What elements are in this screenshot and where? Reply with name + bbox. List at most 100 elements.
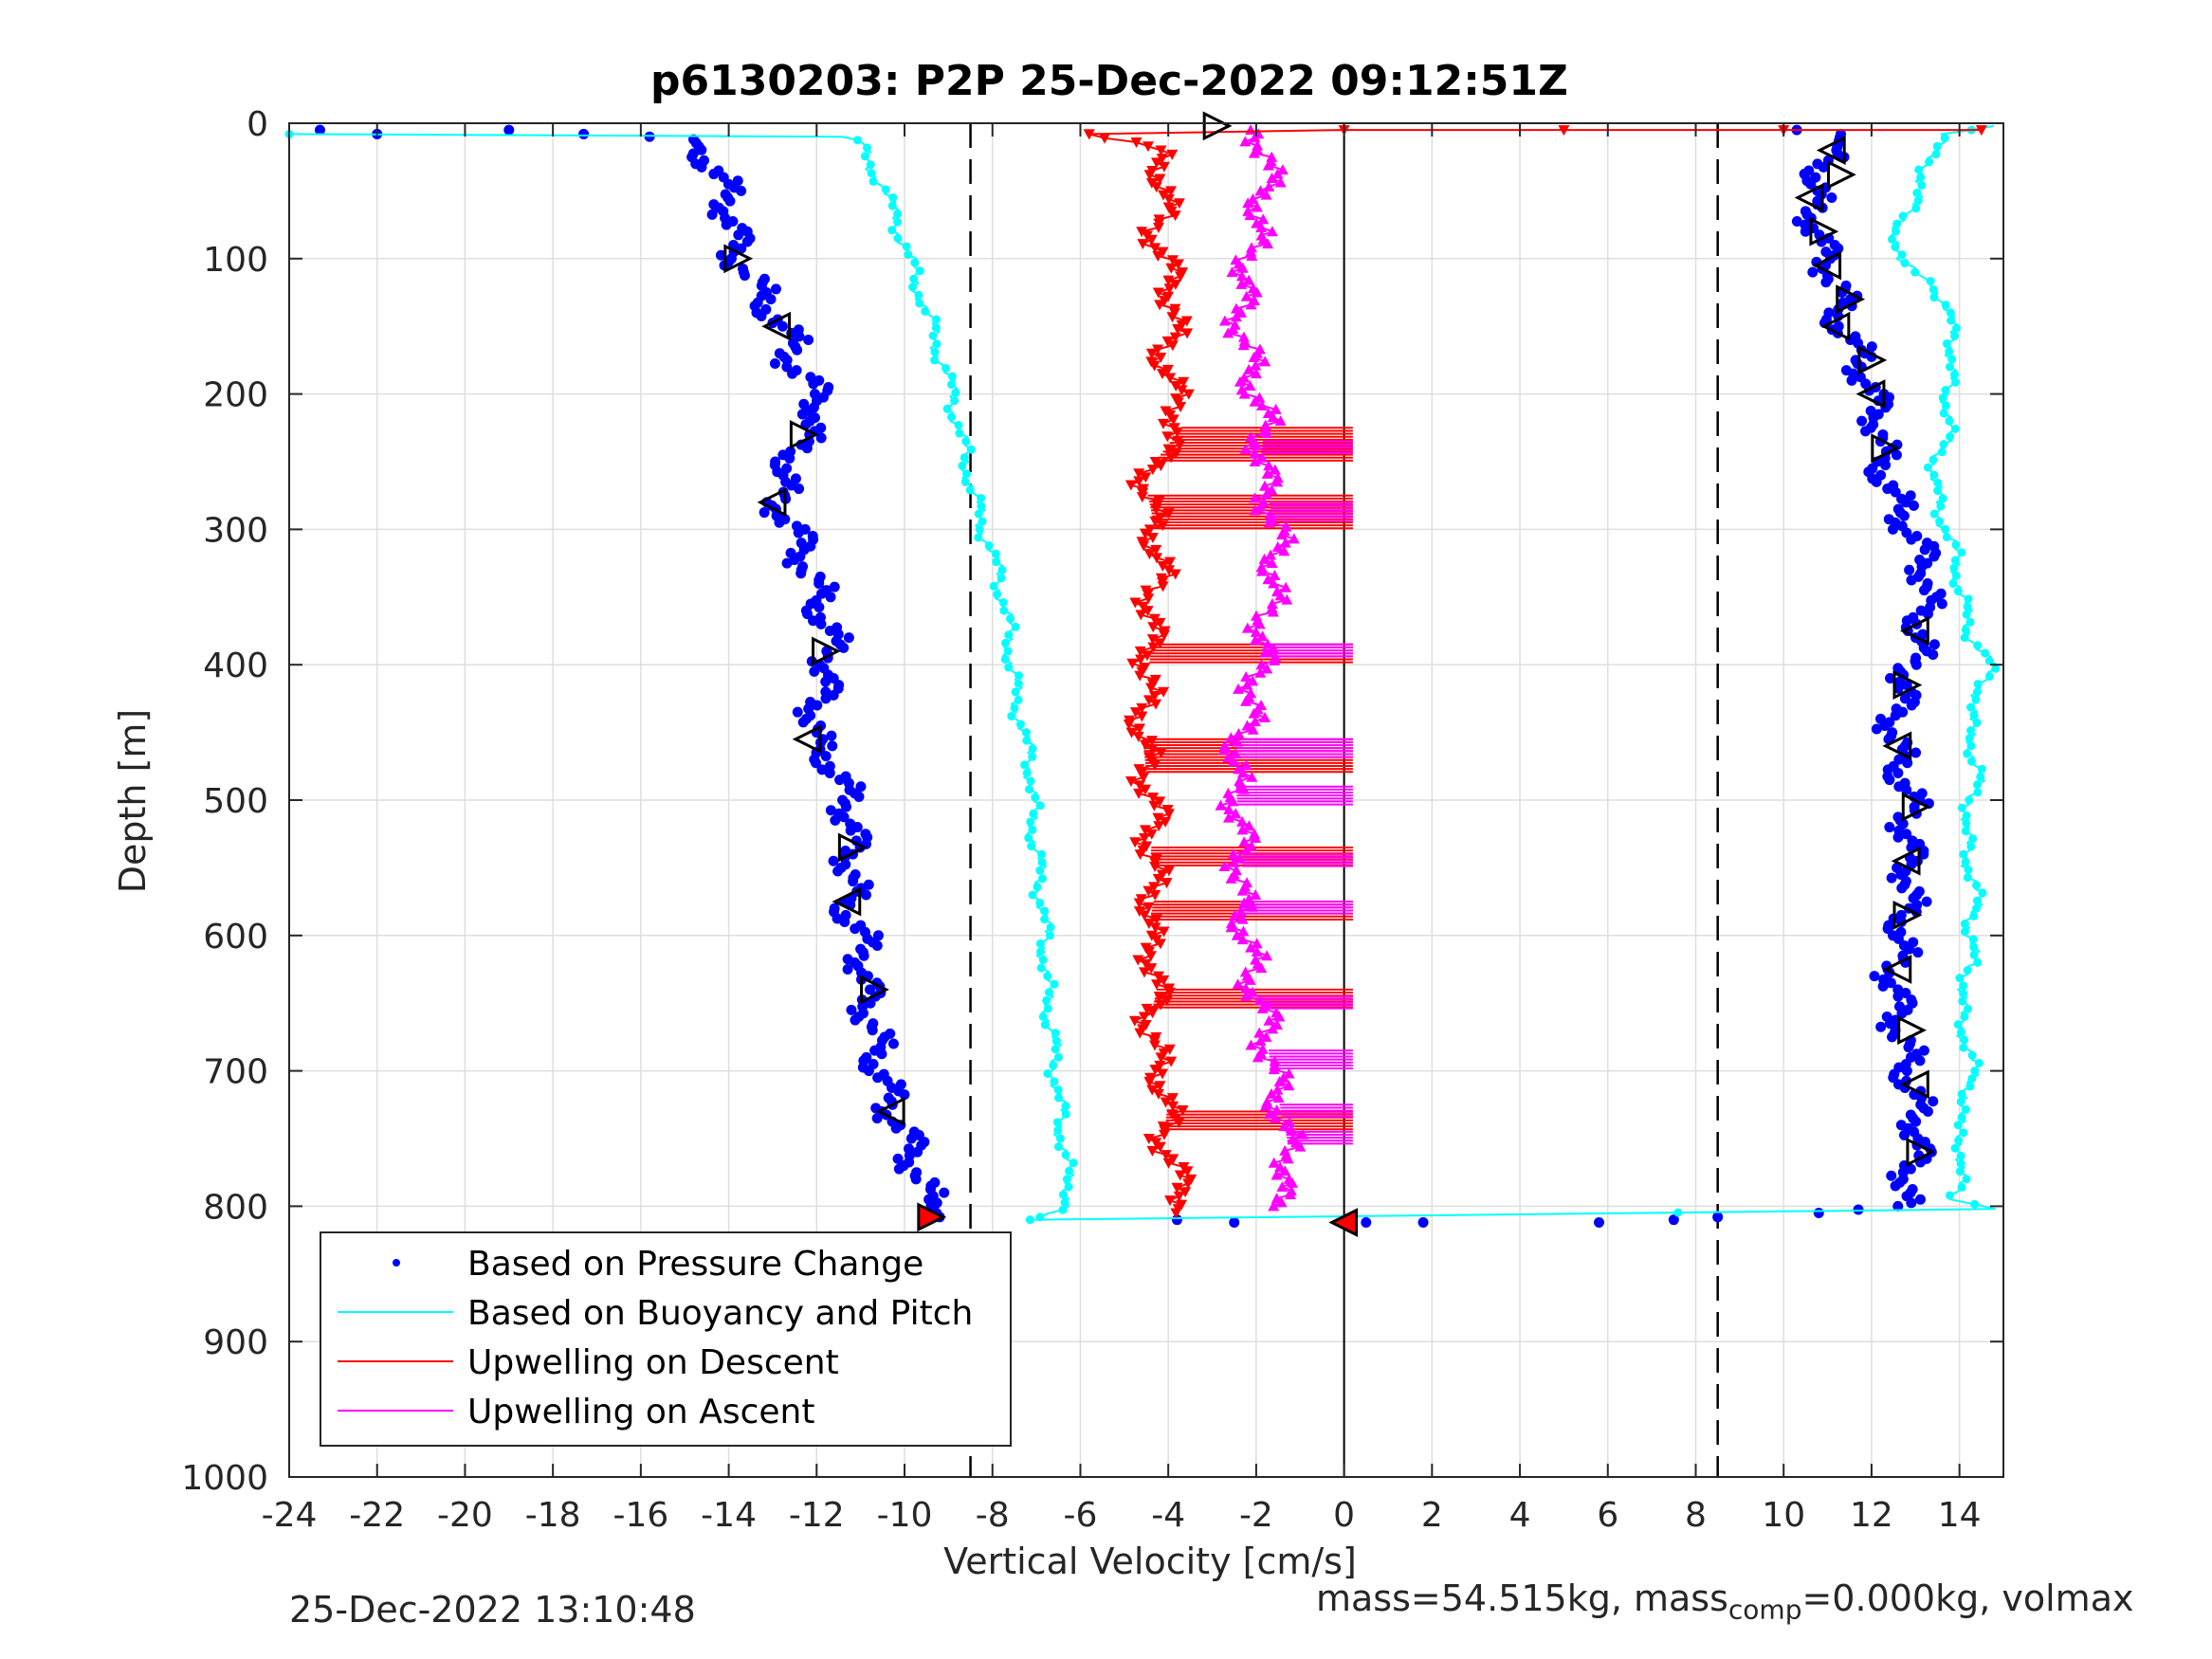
pressure-change-point [759,507,770,519]
descent-upwelling-marker [1138,832,1150,844]
buoyancy-pitch-point [1913,196,1923,206]
pressure-change-point [792,344,803,356]
buoyancy-pitch-point [1949,563,1959,573]
buoyancy-pitch-point [1973,641,1983,650]
buoyancy-pitch-point [1898,211,1908,221]
pressure-change-point [736,185,747,196]
y-tick-label: 200 [203,376,268,415]
ascent-upwelling-marker [1285,1185,1297,1196]
descent-triangle-marker [761,311,792,341]
buoyancy-pitch-point [1973,788,1983,797]
descent-upwelling-marker [1135,610,1147,621]
buoyancy-pitch-point [954,420,963,429]
descent-upwelling-marker [1152,1088,1164,1100]
descent-upwelling-marker [1149,516,1161,527]
buoyancy-pitch-point [1960,927,1969,937]
pressure-change-point [812,700,823,711]
pressure-change-point [1935,588,1947,599]
buoyancy-pitch-point [1053,1142,1063,1152]
ascent-upwelling-marker [1233,683,1245,694]
pressure-change-point [739,270,750,282]
legend-swatch-dot [393,1259,400,1267]
descent-upwelling-marker [1161,878,1173,889]
buoyancy-pitch-point [1026,776,1035,786]
pressure-change-point [871,1113,883,1124]
buoyancy-pitch-point [1962,818,1971,828]
buoyancy-pitch-point [1058,1205,1068,1214]
descent-upwelling-marker [1138,772,1150,783]
ascent-upwelling-marker [1260,189,1272,200]
x-tick-label: 2 [1421,1496,1443,1535]
descent-upwelling-marker [1164,556,1177,568]
ascent-upwelling-marker [1279,1144,1291,1156]
buoyancy-pitch-point [1014,679,1023,688]
descent-upwelling-marker [1157,581,1169,592]
ascent-upwelling-marker [1247,986,1259,997]
ascent-upwelling-marker [1261,467,1273,479]
descent-upwelling-marker [1149,457,1161,467]
ascent-triangle-marker [1897,1015,1928,1046]
buoyancy-pitch-point [853,136,863,145]
pressure-change-point [1813,1208,1824,1219]
ascent-upwelling-marker [1242,205,1254,216]
buoyancy-pitch-point [1053,1125,1063,1135]
ascent-upwelling-marker [1269,1055,1281,1066]
ascent-upwelling-marker [1247,283,1259,294]
ascent-upwelling-marker [1261,1096,1273,1107]
ascent-upwelling-marker [1266,483,1278,495]
buoyancy-pitch-point [1953,1020,1963,1030]
descent-upwelling-marker [1129,837,1142,848]
ascent-upwelling-marker [1271,1019,1283,1030]
buoyancy-pitch-point [1051,1045,1060,1054]
ascent-upwelling-marker [1280,520,1292,532]
pressure-change-point [1892,811,1904,823]
pressure-change-point [578,128,590,139]
buoyancy-pitch-point [893,210,903,219]
descent-upwelling-marker [1165,186,1178,197]
descent-upwelling-marker [1157,520,1169,532]
buoyancy-pitch-point [1972,687,1982,697]
ascent-upwelling-marker [1255,229,1268,241]
buoyancy-pitch-point [974,509,983,519]
triangle-markers [723,111,1936,1237]
buoyancy-pitch-point [961,469,971,479]
pressure-change-point [1712,1212,1724,1223]
pressure-change-point [1829,240,1840,251]
pressure-change-point [828,855,839,866]
ascent-upwelling-marker [1270,403,1282,414]
pressure-change-point [1886,1170,1897,1181]
buoyancy-pitch-point [1035,939,1045,948]
buoyancy-pitch-point [1939,409,1948,418]
ascent-triangle-marker [1794,183,1824,212]
x-tick-label: 4 [1509,1496,1531,1535]
descent-upwelling-marker [1129,707,1142,719]
ascent-upwelling-marker [1225,917,1237,928]
buoyancy-pitch-point [1046,922,1055,932]
descent-upwelling-marker [1139,528,1151,539]
descent-triangle-marker [832,886,862,917]
ascent-triangle-marker [1812,250,1842,281]
ascent-upwelling-marker [1237,925,1250,937]
descent-upwelling-marker [1099,133,1111,144]
data-series [284,124,2001,1229]
pressure-change-point [855,781,867,793]
buoyancy-pitch-point [1933,478,1943,487]
descent-upwelling-marker [1154,1141,1166,1153]
descent-upwelling-marker [1156,154,1168,165]
ascent-upwelling-marker [1240,671,1252,683]
pressure-change-point [1668,1214,1679,1226]
buoyancy-pitch-point [1024,833,1033,843]
pressure-change-point [765,294,777,305]
buoyancy-pitch-point [1028,752,1037,761]
buoyancy-pitch-point [1010,703,1019,713]
legend-entry-label: Based on Buoyancy and Pitch [467,1294,973,1333]
ascent-upwelling-marker [1268,577,1280,589]
ascent-upwelling-marker [1248,828,1260,839]
y-tick-label: 800 [203,1188,268,1227]
descent-upwelling-marker [1150,699,1162,710]
ascent-upwelling-marker [1247,723,1259,735]
ascent-upwelling-marker [1241,622,1253,633]
descent-upwelling-marker [1147,793,1160,804]
buoyancy-pitch-point [1960,633,1969,643]
buoyancy-pitch-point [928,331,938,340]
